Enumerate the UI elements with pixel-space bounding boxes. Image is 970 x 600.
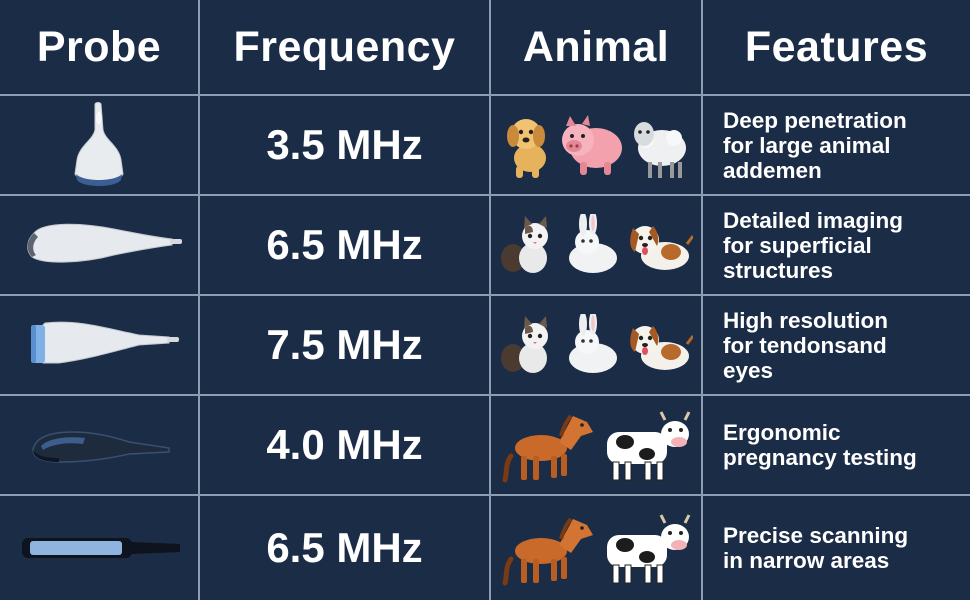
horse-icon: [502, 517, 593, 586]
feature-line: pregnancy testing: [723, 445, 917, 470]
table-row-3-features: High resolution for tendonsand eyes: [703, 296, 970, 396]
table-row-4-features: Ergonomic pregnancy testing: [703, 396, 970, 496]
convex-probe-icon: [74, 102, 124, 186]
table-row-5-frequency: 6.5 MHz: [200, 496, 491, 600]
cat-icon: [501, 316, 548, 373]
rabbit-icon: [569, 214, 617, 273]
feature-line: for superficial: [723, 232, 872, 258]
pig-icon: [562, 115, 622, 175]
table-row-4-animals: [491, 396, 703, 496]
puppy-icon: [630, 226, 693, 270]
table-row-5-probe: [0, 496, 200, 600]
feature-line: Deep penetration: [723, 107, 907, 133]
feature-line: addemen: [723, 157, 822, 183]
table-row-2-features: Detailed imaging for superficial structu…: [703, 196, 970, 296]
rabbit-icon: [569, 314, 617, 373]
feature-line: in narrow areas: [723, 548, 890, 573]
table-row-1-animals: [491, 96, 703, 196]
linear-probe-icon: [31, 321, 179, 364]
table-row-4-probe: [0, 396, 200, 496]
header-features: Features: [703, 0, 970, 96]
header-frequency: Frequency: [200, 0, 491, 96]
dog-icon: [507, 119, 546, 178]
cat-icon: [501, 216, 548, 273]
header-probe: Probe: [0, 0, 200, 96]
table-row-2-frequency: 6.5 MHz: [200, 196, 491, 296]
horse-icon: [502, 414, 593, 483]
sheep-icon: [634, 122, 686, 178]
rectal-probe-icon: [32, 431, 170, 463]
feature-line: structures: [723, 257, 834, 283]
header-animal: Animal: [491, 0, 703, 96]
microconvex-probe-icon: [27, 223, 182, 263]
table-row-1-features: Deep penetration for large animal addeme…: [703, 96, 970, 196]
table-row-4-frequency: 4.0 MHz: [200, 396, 491, 496]
cow-icon: [607, 411, 691, 481]
feature-line: Detailed imaging: [723, 207, 904, 233]
feature-line: eyes: [723, 357, 774, 383]
table-row-2-animals: [491, 196, 703, 296]
feature-line: Precise scanning: [723, 523, 909, 548]
table-row-3-animals: [491, 296, 703, 396]
feature-line: for tendonsand: [723, 332, 887, 358]
puppy-icon: [630, 326, 693, 370]
table-row-5-features: Precise scanning in narrow areas: [703, 496, 970, 600]
table-row-3-probe: [0, 296, 200, 396]
table-row-2-probe: [0, 196, 200, 296]
cow-icon: [607, 514, 691, 584]
table-row-3-frequency: 7.5 MHz: [200, 296, 491, 396]
feature-line: High resolution: [723, 307, 888, 333]
table-row-5-animals: [491, 496, 703, 600]
rectal-linear-probe-icon: [22, 538, 180, 558]
table-row-1-frequency: 3.5 MHz: [200, 96, 491, 196]
table-row-1-probe: [0, 96, 200, 196]
feature-line: for large animal: [723, 132, 891, 158]
feature-line: Ergonomic: [723, 420, 841, 445]
